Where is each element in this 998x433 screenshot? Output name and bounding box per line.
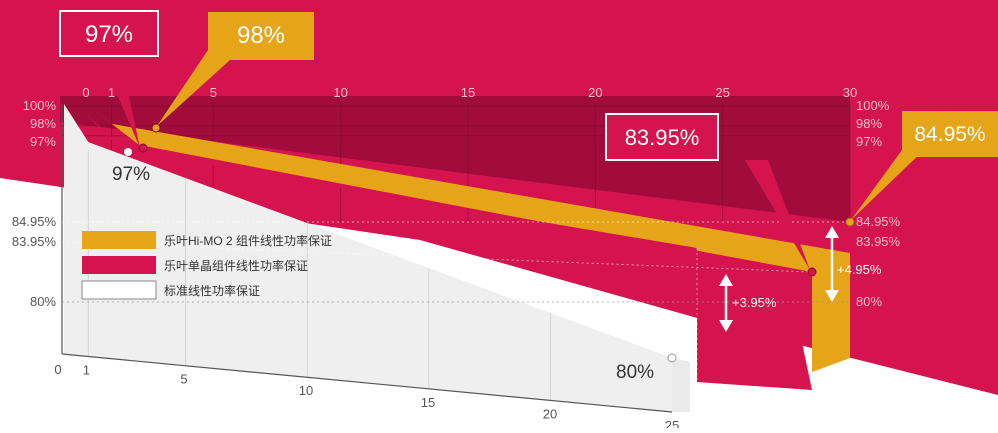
point-crimson-275 (808, 268, 816, 276)
top-x-tick-1: 1 (108, 85, 115, 100)
bottom-x-tick-0: 0 (54, 362, 61, 377)
bottom-x-tick-25: 25 (665, 418, 679, 428)
callout-97-text: 97% (85, 21, 133, 48)
legend-swatch-mono (82, 256, 156, 274)
bottom-x-tick-5: 5 (180, 372, 187, 387)
callout-8495-text: 84.95% (914, 123, 985, 146)
left-y-tick-97: 97% (30, 134, 56, 149)
point-standard-25 (668, 354, 676, 362)
callout-98-text: 98% (237, 22, 285, 49)
legend-swatch-himo2 (82, 231, 156, 249)
right-y-tick-80: 80% (856, 294, 882, 309)
standard-label-80: 80% (616, 362, 654, 383)
bottom-x-tick-1: 1 (83, 362, 90, 377)
right-y-tick-97: 97% (856, 134, 882, 149)
right-y-tick-8495: 84.95% (856, 214, 901, 229)
right-y-tick-98: 98% (856, 116, 882, 131)
top-x-tick-0: 0 (82, 85, 89, 100)
diff-label-crimson: +3.95% (732, 295, 777, 310)
left-y-tick-98: 98% (30, 116, 56, 131)
standard-label-97: 97% (112, 164, 150, 185)
right-y-tick-8395: 83.95% (856, 234, 901, 249)
diff-label-gold: +4.95% (837, 262, 882, 277)
top-x-tick-15: 15 (461, 85, 475, 100)
top-x-tick-20: 20 (588, 85, 602, 100)
point-gold-30 (846, 218, 854, 226)
top-x-tick-10: 10 (333, 85, 347, 100)
legend-label-standard: 标准线性功率保证 (164, 283, 260, 298)
callout-8395-text: 83.95% (625, 125, 700, 150)
legend-label-himo2: 乐叶Hi-MO 2 组件线性功率保证 (164, 233, 332, 248)
left-y-tick-100: 100% (23, 98, 57, 113)
bottom-x-tick-10: 10 (299, 383, 313, 398)
top-x-tick-25: 25 (715, 85, 729, 100)
bottom-x-tick-15: 15 (421, 395, 435, 410)
left-y-tick-8395: 83.95% (12, 234, 57, 249)
right-y-tick-100: 100% (856, 98, 890, 113)
point-standard-1 (124, 148, 132, 156)
bottom-x-tick-20: 20 (543, 406, 557, 421)
point-crimson-1 (139, 144, 147, 152)
left-y-tick-80: 80% (30, 294, 56, 309)
left-y-tick-8495: 84.95% (12, 214, 57, 229)
point-gold-1 (152, 124, 160, 132)
standard-area-shadow (672, 358, 690, 412)
legend-label-mono: 乐叶单晶组件线性功率保证 (164, 258, 308, 273)
top-x-tick-5: 5 (210, 85, 217, 100)
legend-swatch-standard (82, 281, 156, 299)
